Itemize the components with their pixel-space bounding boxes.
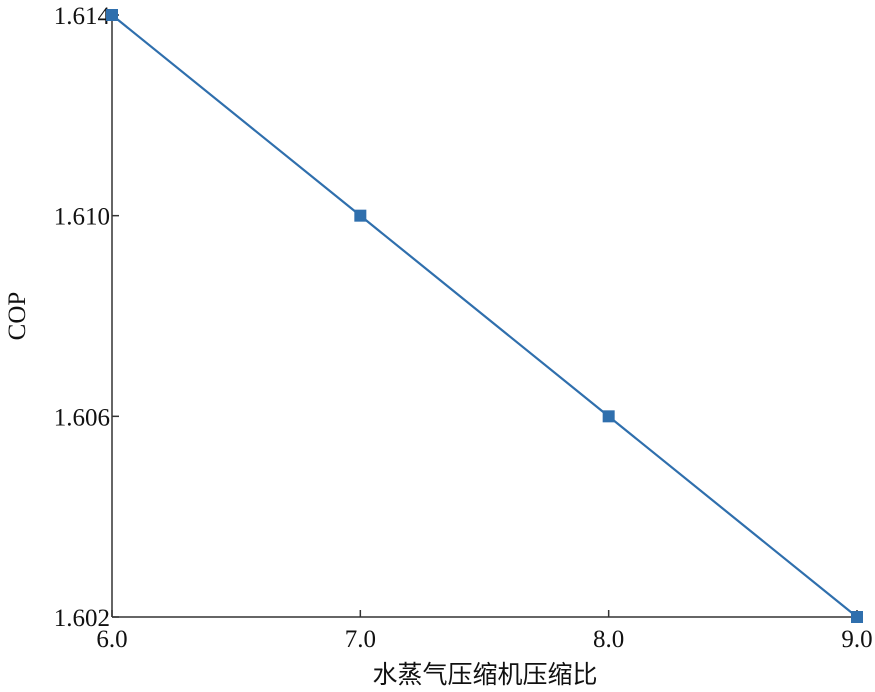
x-tick-label: 6.0 xyxy=(96,626,127,653)
y-tick-label: 1.606 xyxy=(54,404,110,431)
y-tick-label: 1.602 xyxy=(54,605,110,632)
series-line xyxy=(111,14,858,618)
x-ticks: 6.0 7.0 8.0 9.0 xyxy=(96,610,873,653)
y-tick-label: 1.610 xyxy=(54,204,110,231)
x-tick-label: 7.0 xyxy=(345,626,376,653)
series-layer xyxy=(106,9,863,623)
data-point-marker xyxy=(851,611,863,623)
x-axis-title: 水蒸气压缩机压缩比 xyxy=(372,660,597,689)
data-point-marker xyxy=(602,410,615,423)
y-ticks: 1.602 1.606 1.610 1.614 xyxy=(54,3,119,632)
data-point-marker xyxy=(354,209,367,222)
axes xyxy=(111,15,857,618)
y-tick-label: 1.614 xyxy=(54,3,111,30)
x-tick-label: 9.0 xyxy=(841,626,872,653)
x-tick-label: 8.0 xyxy=(593,626,624,653)
y-axis-title: COP xyxy=(4,292,31,341)
data-point-marker xyxy=(106,9,118,21)
